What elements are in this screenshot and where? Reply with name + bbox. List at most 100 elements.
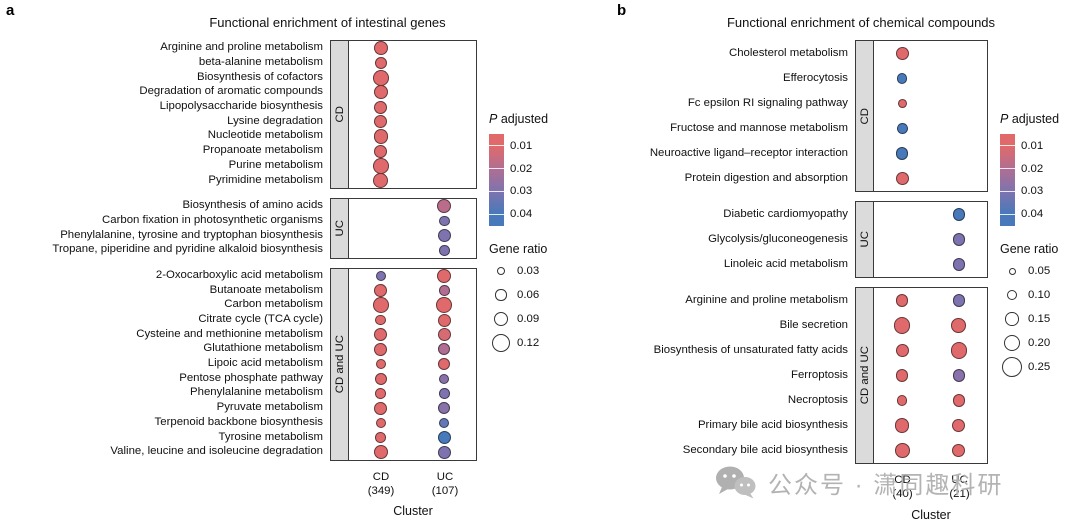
pathway-label: Linoleic acid metabolism xyxy=(723,257,848,270)
enrichment-dot xyxy=(952,444,966,457)
facet-strip: CD xyxy=(855,40,874,192)
plot-cell-cd xyxy=(874,413,931,438)
pathway-label: Secondary bile acid biosynthesis xyxy=(682,443,848,456)
plot-cell-cd xyxy=(349,85,413,100)
enrichment-dot xyxy=(438,215,450,227)
plot-cell-cd xyxy=(349,172,413,189)
enrichment-dot xyxy=(437,431,451,445)
facet-cd-and-uc: Arginine and proline metabolism Bile secr… xyxy=(612,287,1080,464)
panel-b: b Functional enrichment of chemical comp… xyxy=(612,0,1080,522)
enrichment-dot xyxy=(951,318,967,333)
colorbar-tick-label: 0.03 xyxy=(1021,185,1044,198)
facet-plot-area xyxy=(349,40,477,189)
facet-strip-label: CD xyxy=(333,106,346,123)
plot-cell-cd xyxy=(349,56,413,71)
gene-ratio-value: 0.05 xyxy=(1028,265,1051,277)
facet-strip: CD and UC xyxy=(855,287,874,464)
gene-ratio-circle-cell xyxy=(1000,332,1024,354)
gene-ratio-item: 0.25 xyxy=(1000,356,1080,378)
plot-cell-cd xyxy=(874,252,931,277)
plot-cell-cd xyxy=(349,283,413,298)
gene-ratio-circle-cell xyxy=(489,308,513,330)
gene-ratio-value: 0.10 xyxy=(1028,289,1051,301)
enrichment-dot xyxy=(952,233,965,246)
p-adjusted-legend-title: P adjusted xyxy=(489,112,549,126)
plot-row xyxy=(349,85,476,100)
colorbar-gradient xyxy=(1000,134,1015,226)
gene-ratio-circle xyxy=(1002,357,1022,377)
plot-row xyxy=(349,313,476,328)
enrichment-dot xyxy=(897,395,908,406)
plot-cell-uc xyxy=(413,313,477,328)
gene-ratio-circle xyxy=(1006,289,1018,301)
enrichment-dot xyxy=(950,342,967,359)
facet-uc: Diabetic cardiomyopathy Glycolysis/glucon… xyxy=(612,201,1080,278)
enrichment-dot xyxy=(373,445,388,460)
plot-row xyxy=(874,202,987,227)
plot-cell-uc xyxy=(931,438,988,463)
pathway-label: Biosynthesis of cofactors xyxy=(197,70,323,83)
plot-cell-uc xyxy=(931,202,988,227)
gene-ratio-circle xyxy=(492,334,510,352)
enrichment-dot xyxy=(374,115,388,129)
pathway-label: Butanoate metabolism xyxy=(209,283,323,296)
plot-row xyxy=(349,56,476,71)
plot-cell-uc xyxy=(413,243,477,258)
x-tick-name: CD xyxy=(894,474,911,486)
enrichment-dot xyxy=(375,417,386,428)
gene-ratio-circle xyxy=(1003,334,1021,352)
plot-row xyxy=(349,416,476,431)
gene-ratio-item: 0.06 xyxy=(489,284,571,306)
plot-cell-uc xyxy=(931,413,988,438)
enrichment-dot xyxy=(438,244,450,256)
facet-strip: CD xyxy=(330,40,349,189)
plot-cell-cd xyxy=(874,227,931,252)
enrichment-dot xyxy=(374,401,388,415)
enrichment-dot xyxy=(896,123,908,134)
x-tick-count: (40) xyxy=(892,488,913,501)
plot-row xyxy=(874,227,987,252)
plot-row xyxy=(874,338,987,363)
colorbar-gradient xyxy=(489,134,504,226)
facet-strip-label: CD and UC xyxy=(858,346,871,405)
plot-row xyxy=(349,100,476,115)
pathway-label: Fructose and mannose metabolism xyxy=(670,121,848,134)
gene-ratio-circle-cell xyxy=(489,284,513,306)
facet-strip-label: CD and UC xyxy=(333,334,346,394)
plot-cell-cd xyxy=(874,338,931,363)
pathway-label: Valine, leucine and isoleucine degradati… xyxy=(110,445,323,458)
plot-row xyxy=(349,342,476,357)
watermark: 公众号 · 潇同趣科研 xyxy=(712,464,1003,500)
plot-cell-uc xyxy=(413,144,477,159)
enrichment-dot xyxy=(437,199,452,214)
plot-cell-cd xyxy=(874,363,931,388)
plot-row xyxy=(349,430,476,445)
plot-cell-uc xyxy=(931,338,988,363)
enrichment-dot xyxy=(952,394,965,407)
colorbar-tick xyxy=(489,190,504,192)
plot-cell-uc xyxy=(931,252,988,277)
plot-row xyxy=(349,114,476,129)
gene-ratio-value: 0.20 xyxy=(1028,337,1051,349)
enrichment-dot xyxy=(952,294,965,307)
plot-cell-cd xyxy=(349,129,413,144)
p-adjusted-legend-title: P adjusted xyxy=(1000,112,1060,126)
pathway-label: Nucleotide metabolism xyxy=(207,129,323,142)
plot-cell-uc xyxy=(413,199,477,214)
pathway-label: beta-alanine metabolism xyxy=(198,56,323,69)
p-adjusted-colorbar: 0.01 0.02 0.03 0.04 xyxy=(1000,134,1080,226)
panel-a-x-axis-title: Cluster xyxy=(393,504,433,519)
pathway-label: Efferocytosis xyxy=(783,71,848,84)
pathway-label: Terpenoid backbone biosynthesis xyxy=(154,415,323,428)
plot-cell-uc xyxy=(931,363,988,388)
gene-ratio-circle-cell xyxy=(489,332,513,354)
pathway-label: Neuroactive ligand–receptor interaction xyxy=(649,146,848,159)
plot-cell-uc xyxy=(413,430,477,445)
plot-row xyxy=(349,199,476,214)
facet-plot-area xyxy=(349,197,477,259)
p-adjusted-colorbar: 0.01 0.02 0.03 0.04 xyxy=(489,134,571,226)
enrichment-dot xyxy=(896,369,909,382)
plot-cell-cd xyxy=(874,41,931,66)
plot-cell-uc xyxy=(931,41,988,66)
plot-cell-cd xyxy=(349,327,413,342)
